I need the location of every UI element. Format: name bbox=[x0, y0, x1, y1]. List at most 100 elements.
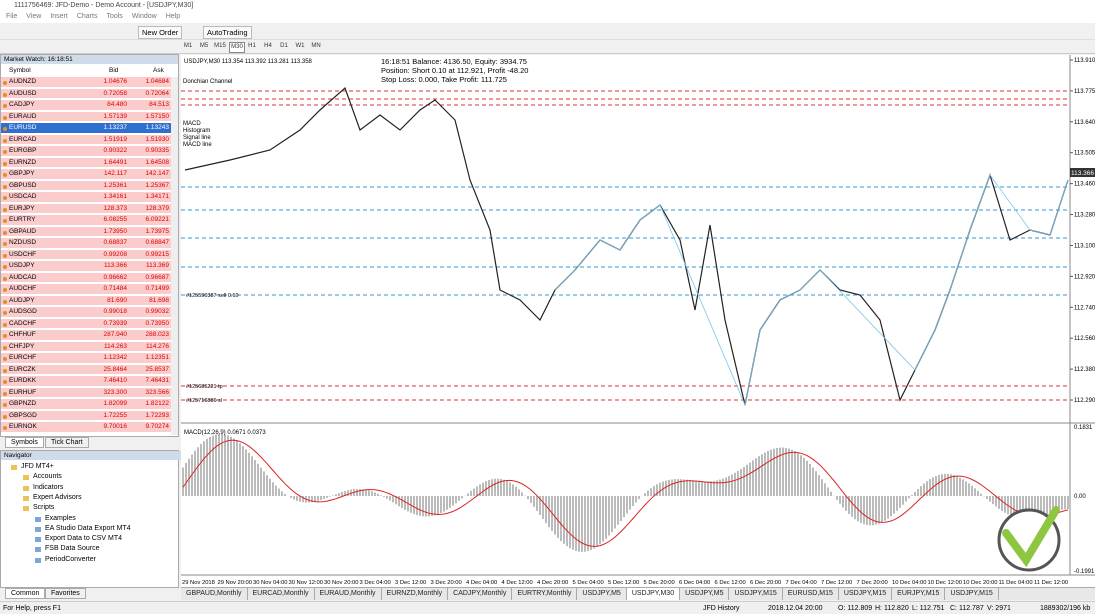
market-row[interactable]: AUDCHF 0.71484 0.71499 bbox=[1, 284, 171, 295]
timeframe-button[interactable]: M5 bbox=[199, 43, 209, 49]
chart-tab[interactable]: EURNZD,Monthly bbox=[382, 588, 449, 600]
bid: 0.68837 bbox=[103, 239, 128, 246]
chart-tab[interactable]: EURCAD,Monthly bbox=[248, 588, 315, 600]
chart-tab[interactable]: USDJPY,M5 bbox=[577, 588, 627, 600]
navigator-item[interactable]: FSB Data Source bbox=[45, 545, 100, 553]
market-row[interactable]: GBPSGD 1.72255 1.72293 bbox=[1, 410, 171, 422]
navigator-item[interactable]: PeriodConverter bbox=[45, 555, 96, 563]
tab[interactable]: Symbols bbox=[5, 437, 44, 448]
market-row[interactable]: EURNOK 9.70016 9.70274 bbox=[1, 422, 171, 433]
ask: 1.64508 bbox=[145, 158, 170, 166]
menu-item[interactable]: Window bbox=[131, 13, 157, 20]
market-row[interactable]: GBPAUD 1.73950 1.73975 bbox=[1, 226, 171, 238]
market-row[interactable]: EURAUD 1.57139 1.57150 bbox=[1, 111, 171, 123]
navigator-icon bbox=[23, 506, 29, 512]
time-axis-label: 5 Dec 20:00 bbox=[644, 580, 675, 586]
navigator-item[interactable]: Examples bbox=[45, 514, 76, 522]
tab[interactable]: Favorites bbox=[45, 588, 86, 599]
chart: 113.366 USDJPY,M30 113.354 113.392 113.2… bbox=[181, 55, 1095, 587]
chart-tab[interactable]: USDJPY,M15 bbox=[729, 588, 783, 600]
market-row[interactable]: AUDJPY 81.690 81.698 bbox=[1, 295, 171, 307]
market-row[interactable]: EURCAD 1.51919 1.51930 bbox=[1, 134, 171, 146]
market-row[interactable]: EURHUF 323.300 323.566 bbox=[1, 387, 171, 399]
navigator-item[interactable]: Export Data to CSV MT4 bbox=[45, 535, 123, 543]
navigator: Navigator JFD MT4+ Accounts Indicators Expe… bbox=[0, 450, 181, 588]
market-row[interactable]: EURJPY 128.373 128.379 bbox=[1, 203, 171, 215]
bid: 0.96662 bbox=[103, 273, 128, 281]
navigator-item[interactable]: EA Studio Data Export MT4 bbox=[45, 524, 131, 532]
menu-item[interactable]: File bbox=[6, 13, 18, 20]
chart-tab[interactable]: EURUSD,M15 bbox=[783, 588, 839, 600]
bid: 1.57139 bbox=[103, 112, 128, 120]
market-row[interactable]: EURCHF 1.12342 1.12351 bbox=[1, 353, 171, 364]
market-row[interactable]: AUDNZD 1.04676 1.04684 bbox=[1, 77, 171, 88]
chart-tab[interactable]: EURAUD,Monthly bbox=[315, 588, 382, 600]
symbol: AUDCAD bbox=[9, 273, 37, 281]
timeframe-button[interactable]: H4 bbox=[264, 43, 272, 49]
navigator-item[interactable]: Expert Advisors bbox=[33, 493, 82, 501]
navigator-item[interactable]: Accounts bbox=[33, 473, 62, 481]
chart-tab[interactable]: USDJPY,M15 bbox=[839, 588, 893, 600]
chart-tab[interactable]: EURJPY,M15 bbox=[892, 588, 946, 600]
market-row[interactable]: CHFJPY 114.263 114.276 bbox=[1, 341, 171, 353]
chart-tab[interactable]: USDJPY,M30 bbox=[626, 588, 681, 600]
symbol: USDCHF bbox=[9, 250, 37, 258]
menu-item[interactable]: Insert bbox=[50, 13, 68, 20]
chart-tab[interactable]: GBPAUD,Monthly bbox=[181, 588, 248, 600]
market-row[interactable]: CHFHUF 287.940 288.023 bbox=[1, 330, 171, 341]
price-axis-label: 113.505 bbox=[1074, 151, 1095, 157]
navigator-icon bbox=[35, 557, 41, 563]
timeframe-button[interactable]: M1 bbox=[183, 43, 193, 49]
market-row[interactable]: AUDCAD 0.96662 0.96687 bbox=[1, 272, 171, 284]
market-row[interactable]: EURTRY 6.08255 6.09221 bbox=[1, 215, 171, 226]
chart-tab[interactable]: USDJPY,M5 bbox=[680, 588, 730, 600]
scrollbar[interactable] bbox=[171, 77, 178, 435]
market-row[interactable]: GBPJPY 142.117 142.147 bbox=[1, 169, 171, 180]
timeframe-button[interactable]: H1 bbox=[248, 43, 256, 49]
market-row[interactable]: USDCHF 0.99208 0.99215 bbox=[1, 249, 171, 261]
market-row[interactable]: USDJPY 113.366 113.369 bbox=[1, 261, 171, 272]
order-label: #125685221 tp bbox=[186, 384, 223, 390]
ask: 0.99032 bbox=[145, 308, 170, 315]
market-row[interactable]: EURDKK 7.46410 7.46431 bbox=[1, 376, 171, 387]
timeframe-button[interactable]: D1 bbox=[280, 43, 288, 49]
market-row[interactable]: CADJPY 84.480 84.513 bbox=[1, 100, 171, 111]
timeframe-button[interactable]: M30 bbox=[229, 42, 245, 53]
chart-tab[interactable]: USDJPY,M15 bbox=[945, 588, 999, 600]
menu-item[interactable]: View bbox=[26, 13, 42, 20]
new-order-button[interactable]: New Order bbox=[138, 26, 183, 39]
navigator-item[interactable]: Scripts bbox=[33, 504, 55, 512]
market-row[interactable]: EURCZK 25.8464 25.8537 bbox=[1, 364, 171, 376]
symbol-icon bbox=[3, 403, 7, 407]
market-row[interactable]: AUDUSD 0.72058 0.72064 bbox=[1, 88, 171, 100]
symbol: USDCAD bbox=[9, 193, 37, 200]
menu-item[interactable]: Tools bbox=[106, 13, 123, 20]
market-row[interactable]: GBPNZD 1.82099 1.82122 bbox=[1, 399, 171, 410]
market-row[interactable]: EURGBP 0.90322 0.90335 bbox=[1, 146, 171, 157]
symbol: AUDSGD bbox=[9, 308, 37, 315]
bid: 0.99208 bbox=[103, 250, 128, 258]
market-row[interactable]: EURNZD 1.64491 1.64508 bbox=[1, 157, 171, 169]
navigator-icon bbox=[23, 485, 29, 491]
market-row[interactable]: CADCHF 0.73939 0.73950 bbox=[1, 318, 171, 330]
tab[interactable]: Common bbox=[5, 588, 46, 599]
chart-tab[interactable]: CADJPY,Monthly bbox=[448, 588, 513, 600]
navigator-item[interactable]: JFD MT4+ bbox=[21, 463, 54, 470]
chart-tab[interactable]: EURTRY,Monthly bbox=[512, 588, 578, 600]
market-row[interactable]: USDCAD 1.34161 1.34171 bbox=[1, 192, 171, 203]
autotrading-button[interactable]: AutoTrading bbox=[203, 26, 252, 39]
tab[interactable]: Tick Chart bbox=[45, 437, 89, 448]
timeframe-button[interactable]: MN bbox=[311, 43, 321, 49]
menu-item[interactable]: Charts bbox=[76, 13, 98, 20]
market-row[interactable]: EURUSD 1.13237 1.13243 bbox=[1, 123, 171, 134]
market-row[interactable]: AUDSGD 0.99018 0.99032 bbox=[1, 307, 171, 318]
timeframe-button[interactable]: M15 bbox=[214, 43, 226, 49]
menu-item[interactable]: Help bbox=[165, 13, 181, 20]
market-row[interactable]: GBPUSD 1.25361 1.25367 bbox=[1, 180, 171, 192]
market-row[interactable]: NZDUSD 0.68837 0.68847 bbox=[1, 238, 171, 249]
bid: 6.08255 bbox=[103, 216, 128, 223]
navigator-item[interactable]: Indicators bbox=[33, 483, 64, 491]
symbol-icon bbox=[3, 345, 7, 350]
timeframe-button[interactable]: W1 bbox=[295, 43, 305, 49]
indicator-label: Histogram bbox=[183, 128, 210, 134]
